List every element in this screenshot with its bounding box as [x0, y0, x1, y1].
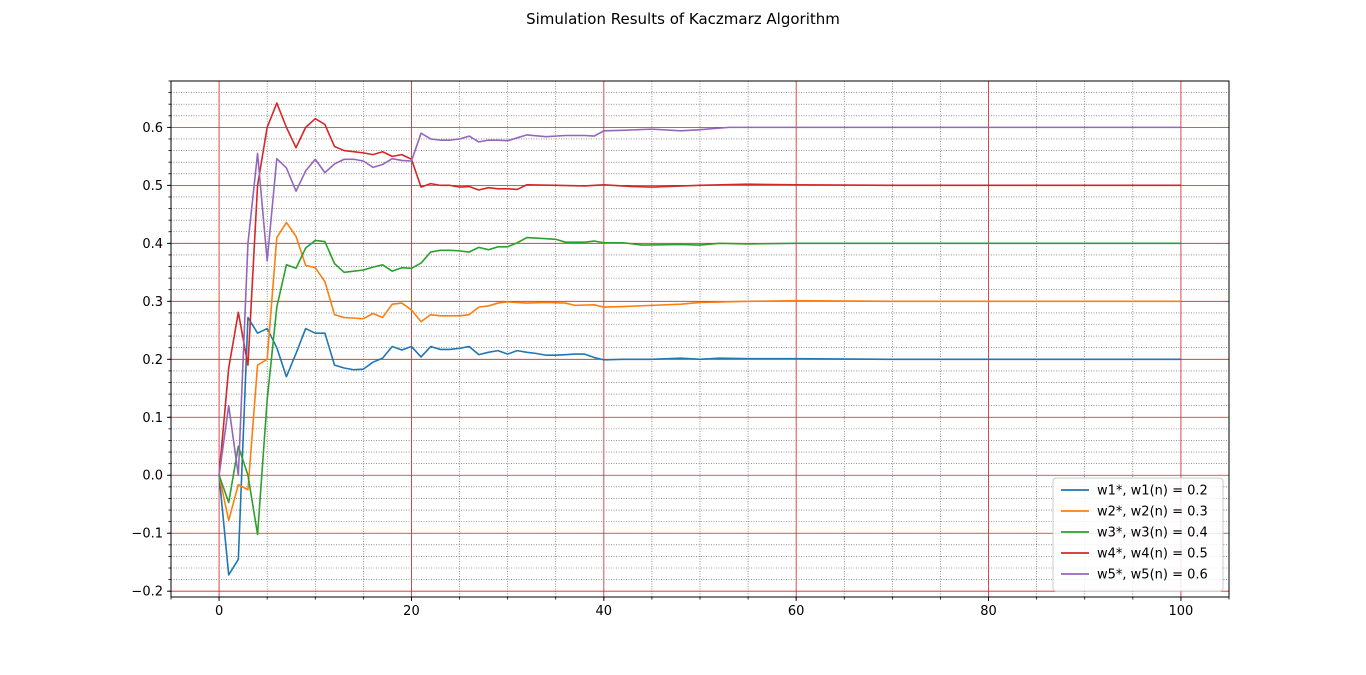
- legend-label-w5: w5*, w5(n) = 0.6: [1097, 568, 1208, 583]
- legend-label-w3: w3*, w3(n) = 0.4: [1097, 526, 1208, 541]
- y-tick-label: 0.6: [142, 121, 163, 136]
- y-tick-label: 0.2: [142, 353, 163, 368]
- y-tick-label: 0.5: [142, 179, 163, 194]
- x-tick-label: 0: [215, 604, 223, 619]
- legend-label-w4: w4*, w4(n) = 0.5: [1097, 547, 1208, 562]
- series-line-w2: [218, 221, 1181, 522]
- series-line-w4: [218, 102, 1181, 476]
- legend-box: [1052, 477, 1224, 592]
- x-tick-label: 20: [403, 604, 420, 619]
- y-tick-label: −0.2: [131, 585, 163, 600]
- axis-ticks: 0 20 40 60 80 100 −0.2 −0.1 0.0 0.1 0.2 0.3 0.4 0.5 0.…: [131, 80, 1230, 619]
- series-line-w3: [218, 236, 1181, 536]
- y-tick-label: 0.4: [142, 237, 163, 252]
- legend-label-w1: w1*, w1(n) = 0.2: [1097, 484, 1208, 499]
- x-tick-label: 40: [596, 604, 613, 619]
- legend-label-w2: w2*, w2(n) = 0.3: [1097, 505, 1208, 520]
- x-tick-label: 100: [1168, 604, 1193, 619]
- y-tick-label: 0.1: [142, 411, 163, 426]
- legend: w1*, w1(n) = 0.2 w2*, w2(n) = 0.3 w3*, w3(…: [1052, 477, 1224, 592]
- y-tick-label: 0.3: [142, 295, 163, 310]
- y-tick-label: 0.0: [142, 469, 163, 484]
- y-tick-label: −0.1: [131, 527, 163, 542]
- x-tick-label: 80: [980, 604, 997, 619]
- x-tick-label: 60: [788, 604, 805, 619]
- chart-title: Simulation Results of Kaczmarz Algorithm: [526, 10, 840, 28]
- series-line-w1: [218, 316, 1181, 576]
- series-layer: [218, 102, 1181, 576]
- series-line-w5: [218, 126, 1181, 477]
